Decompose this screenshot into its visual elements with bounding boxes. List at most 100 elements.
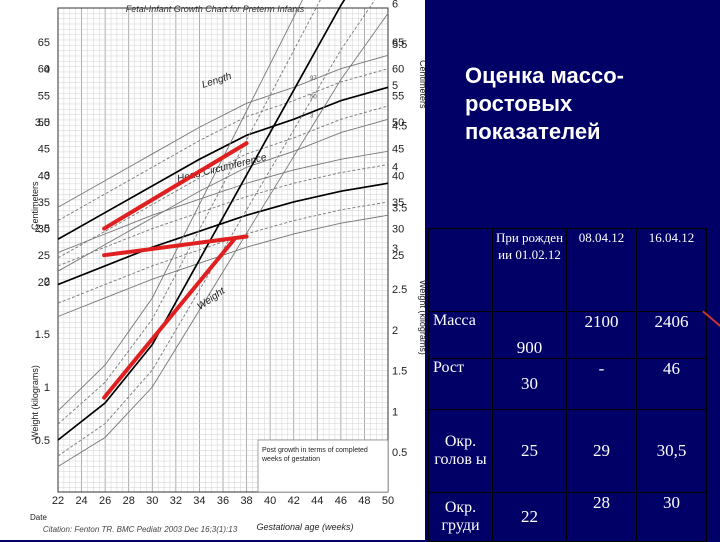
tick-label-cm-left: 60 (38, 64, 50, 76)
tick-label-cm-left: 40 (38, 170, 50, 182)
percentile-label: 50 (310, 95, 317, 101)
tick-label-cm-right: 45 (392, 144, 404, 156)
tick-label-kg-right: 1 (392, 406, 398, 418)
percentile-label: 3 (310, 113, 314, 119)
row-label: Окр. голов ы (428, 409, 493, 493)
tick-label-x: 24 (75, 495, 87, 507)
percentile-curve (57, 68, 389, 221)
patient-mark-head (102, 234, 249, 258)
tick-label-cm-right: 25 (392, 250, 404, 262)
percentile-curve (57, 0, 321, 425)
tick-label-kg-left: 2 (44, 276, 50, 288)
tick-label-kg-right: 0.5 (392, 447, 407, 459)
table-cell: 25 (492, 409, 567, 493)
slide-title-line-1: Оценка массо- (465, 63, 624, 88)
tick-label-kg-right: 1.5 (392, 366, 407, 378)
table-cell: 28 (566, 492, 637, 542)
table-cell: 22 (492, 492, 567, 542)
tick-label-x: 40 (264, 495, 276, 507)
slide-title-line-3: показателей (465, 119, 601, 144)
tick-label-cm-right: 40 (392, 170, 404, 182)
tick-label-cm-right: 50 (392, 117, 404, 129)
y-axis-label-left-bottom: Weight (kilograms) (30, 365, 40, 440)
tick-label-cm-right: 35 (392, 197, 404, 209)
tick-label-x: 32 (170, 495, 182, 507)
tick-label-x: 28 (123, 495, 135, 507)
percentile-curve (57, 118, 389, 272)
tick-label-x: 38 (240, 495, 252, 507)
slide-title-line-2: ростовых (465, 91, 573, 116)
table-cell: 2406 (636, 311, 707, 359)
row-label: Окр. груди (428, 492, 493, 542)
table-row: Рост 30 - 46 (428, 358, 707, 410)
tick-label-kg-left: 3.5 (35, 117, 50, 129)
table-corner-cell (428, 228, 493, 312)
plot-frame (57, 7, 389, 493)
tick-label-kg-left: 4 (44, 64, 50, 76)
row-label: Рост (428, 358, 493, 410)
tick-label-cm-left: 50 (38, 117, 50, 129)
row-label: Масса (428, 311, 493, 359)
percentile-curve (57, 201, 389, 304)
tick-label-cm-right: 30 (392, 224, 404, 236)
table-cell: 29 (566, 409, 637, 493)
tick-label-kg-right: 2.5 (392, 284, 407, 296)
percentile-curve (57, 105, 389, 259)
table-cell: 46 (636, 358, 707, 410)
tick-label-kg-right: 5.5 (392, 39, 407, 51)
table-header-cell: 16.04.12 (636, 228, 707, 312)
measurements-table: При рожден ии 01.02.12 08.04.12 16.04.12… (428, 228, 707, 542)
series-line (57, 0, 346, 441)
tick-label-cm-left: 25 (38, 250, 50, 262)
tick-label-kg-right: 2 (392, 325, 398, 337)
percentile-curve (57, 54, 389, 208)
tick-label-kg-right: 5 (392, 80, 398, 92)
tick-label-x: 30 (146, 495, 158, 507)
tick-label-x: 48 (358, 495, 370, 507)
tick-label-x: 36 (217, 495, 229, 507)
table-row: Масса 900 2100 2406 (428, 311, 707, 359)
table-cell: 900 (492, 311, 567, 359)
tick-label-cm-left: 20 (38, 277, 50, 289)
growth-chart: Fetal-Infant Growth Chart for Preterm In… (30, 0, 425, 534)
tick-label-x: 46 (335, 495, 347, 507)
table-cell: - (566, 358, 637, 410)
chart-title: Fetal-Infant Growth Chart for Preterm In… (126, 4, 305, 14)
y-axis-label-left-top: Centimeters (30, 181, 40, 230)
table-row: Окр. груди 22 28 30 (428, 492, 707, 542)
tick-label-x: 44 (311, 495, 323, 507)
tick-label-cm-left: 30 (38, 224, 50, 236)
tick-label-x: 22 (52, 495, 64, 507)
percentile-curve (57, 150, 389, 253)
table-cell: 30 (636, 492, 707, 542)
table-header-cell: При рожден ии 01.02.12 (492, 228, 567, 312)
tick-label-kg-left: 1.5 (35, 329, 50, 341)
legend-note-box (257, 439, 389, 493)
tick-label-cm-left: 45 (38, 144, 50, 156)
tick-label-x: 50 (382, 495, 394, 507)
tick-label-kg-right: 6 (392, 0, 398, 10)
table-cell: 30,5 (636, 409, 707, 493)
x-axis-label: Gestational age (weeks) (256, 522, 353, 532)
table-cell: 2100 (566, 311, 637, 359)
tick-label-x: 42 (288, 495, 300, 507)
table-cell: 30 (492, 358, 567, 410)
tick-label-cm-left: 35 (38, 197, 50, 209)
tick-label-cm-right: 60 (392, 64, 404, 76)
x-axis-date-label: Date (30, 513, 47, 522)
tick-label-kg-right: 4 (392, 162, 398, 174)
percentile-curve (57, 164, 389, 267)
tick-label-kg-right: 4.5 (392, 121, 407, 133)
legend-note-line: weeks of gestation (261, 456, 320, 463)
tick-label-kg-right: 3.5 (392, 202, 407, 214)
growth-chart-panel: Fetal-Infant Growth Chart for Preterm In… (0, 0, 425, 540)
tick-label-cm-left: 55 (38, 90, 50, 102)
tick-label-cm-left: 65 (38, 37, 50, 49)
tick-label-kg-left: 1 (44, 382, 50, 394)
y-axis-label-right-bottom: Weight (kilograms) (418, 280, 425, 355)
series-line (57, 182, 389, 286)
tick-label-x: 34 (193, 495, 205, 507)
y-axis-label-right-top: Centimeters (418, 60, 425, 109)
tick-label-x: 26 (99, 495, 111, 507)
tick-label-cm-right: 55 (392, 90, 404, 102)
